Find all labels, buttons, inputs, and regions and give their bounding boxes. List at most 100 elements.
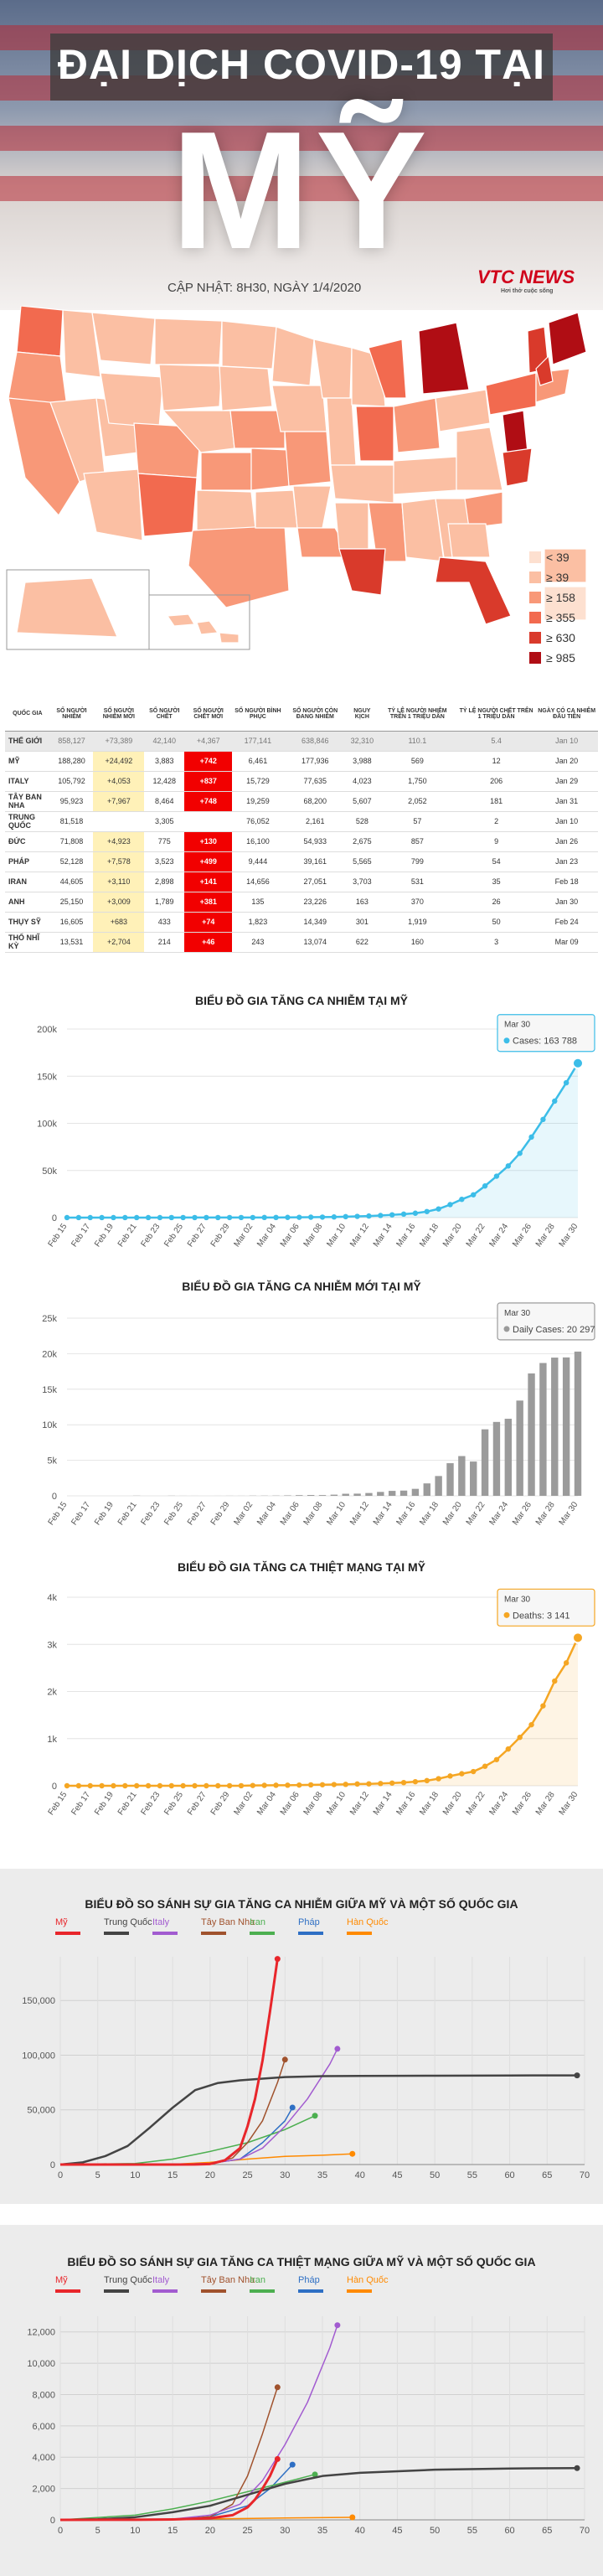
table-cell: 3,988: [346, 751, 378, 772]
state-shape: [485, 372, 537, 416]
legend-swatch: [529, 652, 541, 664]
legend-label: ≥ 39: [546, 571, 570, 584]
logo-text: VTC NEWS: [477, 266, 575, 287]
legend-label: Italy: [152, 2275, 170, 2285]
column-header: SỐ NGƯỜI CHẾT MỚI: [184, 697, 233, 732]
state-shape: [368, 339, 407, 399]
state-shape: [154, 318, 223, 365]
cases-chart: 0 50k 100k 150k 200k Feb 15 Feb 17 Feb 19 Feb 21…: [37, 1014, 595, 1249]
state-shape: [219, 365, 273, 411]
table-cell: THẾ GIỚI: [5, 731, 50, 752]
x-tick-label: Mar 30: [558, 1790, 580, 1817]
data-point: [238, 1782, 245, 1789]
chart1-title: BIỂU ĐỒ GIA TĂNG CA NHIỄM TẠI MỸ: [194, 994, 409, 1007]
table-cell: +837: [184, 771, 233, 792]
series-line: [59, 2474, 316, 2521]
table-cell: 13,531: [49, 932, 94, 953]
y-tick-label: 0: [50, 2516, 55, 2526]
y-tick-label: 4k: [47, 1593, 57, 1603]
x-tick-label: Mar 30: [558, 1500, 580, 1527]
table-cell: 27,051: [283, 872, 347, 892]
x-tick-label: Mar 24: [487, 1500, 510, 1527]
y-tick-label: 25k: [42, 1314, 57, 1324]
x-tick-label: Mar 04: [255, 1222, 278, 1249]
updated-time: CẬP NHẬT: 8H30, NGÀY 1/4/2020: [168, 281, 362, 295]
x-tick-label: 50: [430, 2526, 440, 2536]
data-point: [471, 1192, 477, 1197]
bar: [574, 1351, 582, 1496]
tooltip-box: [497, 1588, 595, 1627]
data-point: [366, 1781, 372, 1787]
data-point: [250, 1214, 256, 1221]
data-point: [517, 1151, 523, 1156]
data-point: [204, 1782, 209, 1789]
bar: [562, 1357, 570, 1496]
state-shape: [200, 452, 252, 491]
x-tick-label: Mar 04: [255, 1790, 278, 1817]
data-point: [307, 1782, 314, 1788]
flag-stripe: [0, 126, 603, 151]
x-tick-label: Mar 06: [279, 1222, 302, 1249]
data-point: [552, 1098, 558, 1104]
bar: [458, 1456, 466, 1496]
table-cell: Jan 30: [535, 892, 598, 913]
state-shape: [255, 489, 298, 529]
series-endpoint: [289, 2104, 296, 2111]
table-cell: 13,074: [283, 932, 347, 953]
legend-label: Trung Quốc: [104, 1917, 152, 1927]
data-point: [250, 1782, 256, 1788]
table-cell: 3: [457, 932, 536, 953]
table-cell: 14,349: [283, 912, 347, 933]
y-tick-label: 20k: [42, 1349, 57, 1359]
x-tick-label: 65: [542, 2526, 552, 2536]
x-tick-label: Mar 28: [534, 1222, 557, 1249]
state-shape: [271, 385, 327, 432]
table-cell: 44,605: [49, 872, 94, 892]
tooltip-date: Mar 30: [504, 1021, 531, 1030]
table-cell: +2,704: [93, 932, 145, 953]
table-cell: 5,565: [346, 851, 378, 872]
data-point: [493, 1173, 500, 1179]
data-point: [482, 1183, 488, 1189]
series-endpoint: [289, 2461, 296, 2468]
legend-label: Trung Quốc: [104, 2275, 152, 2285]
x-tick-label: Mar 14: [372, 1790, 394, 1817]
legend-swatch: [347, 1932, 372, 1935]
table-cell: 26: [457, 892, 536, 913]
y-tick-label: 10,000: [27, 2359, 55, 2369]
table-cell: TRUNG QUỐC: [5, 811, 50, 832]
y-tick-label: 10k: [42, 1420, 57, 1430]
legend-label: ≥ 985: [546, 651, 575, 665]
data-point: [331, 1214, 338, 1220]
data-point: [563, 1079, 570, 1086]
tooltip-box: [497, 1014, 595, 1053]
x-tick-label: Feb 19: [93, 1222, 116, 1249]
area-fill: [67, 1063, 578, 1218]
x-tick-label: Feb 25: [162, 1500, 185, 1527]
table-cell: 569: [377, 751, 458, 772]
table-cell: 12,428: [144, 771, 185, 792]
x-tick-label: Feb 21: [116, 1500, 139, 1527]
chart3-title: BIỂU ĐỒ GIA TĂNG CA THIỆT MẠNG TẠI MỸ: [177, 1560, 426, 1574]
bar: [296, 1495, 303, 1496]
data-point: [572, 1632, 584, 1644]
table-cell: +3,110: [93, 872, 145, 892]
series-line: [59, 2458, 279, 2522]
x-tick-label: 20: [205, 2170, 215, 2180]
table-cell: Mar 09: [535, 932, 598, 953]
state-shape: [502, 447, 533, 487]
table-cell: 2,052: [377, 791, 458, 812]
data-point: [75, 1782, 82, 1789]
table-cell: 54: [457, 851, 536, 872]
y-tick-label: 2,000: [32, 2485, 55, 2495]
logo-tagline: Hơi thở cuộc sống: [501, 288, 554, 294]
us-state-map: [6, 305, 587, 650]
table-cell: Jan 23: [535, 851, 598, 872]
table-row: THỤY SỸ 16,605 +683 433 +74 1,823 14,349 301 1,9…: [5, 912, 598, 933]
table-cell: 8,464: [144, 791, 185, 812]
table-cell: +130: [184, 831, 233, 852]
x-tick-label: Mar 20: [441, 1500, 464, 1527]
y-tick-label: 150,000: [22, 1996, 55, 2006]
x-tick-label: Feb 25: [162, 1790, 185, 1817]
